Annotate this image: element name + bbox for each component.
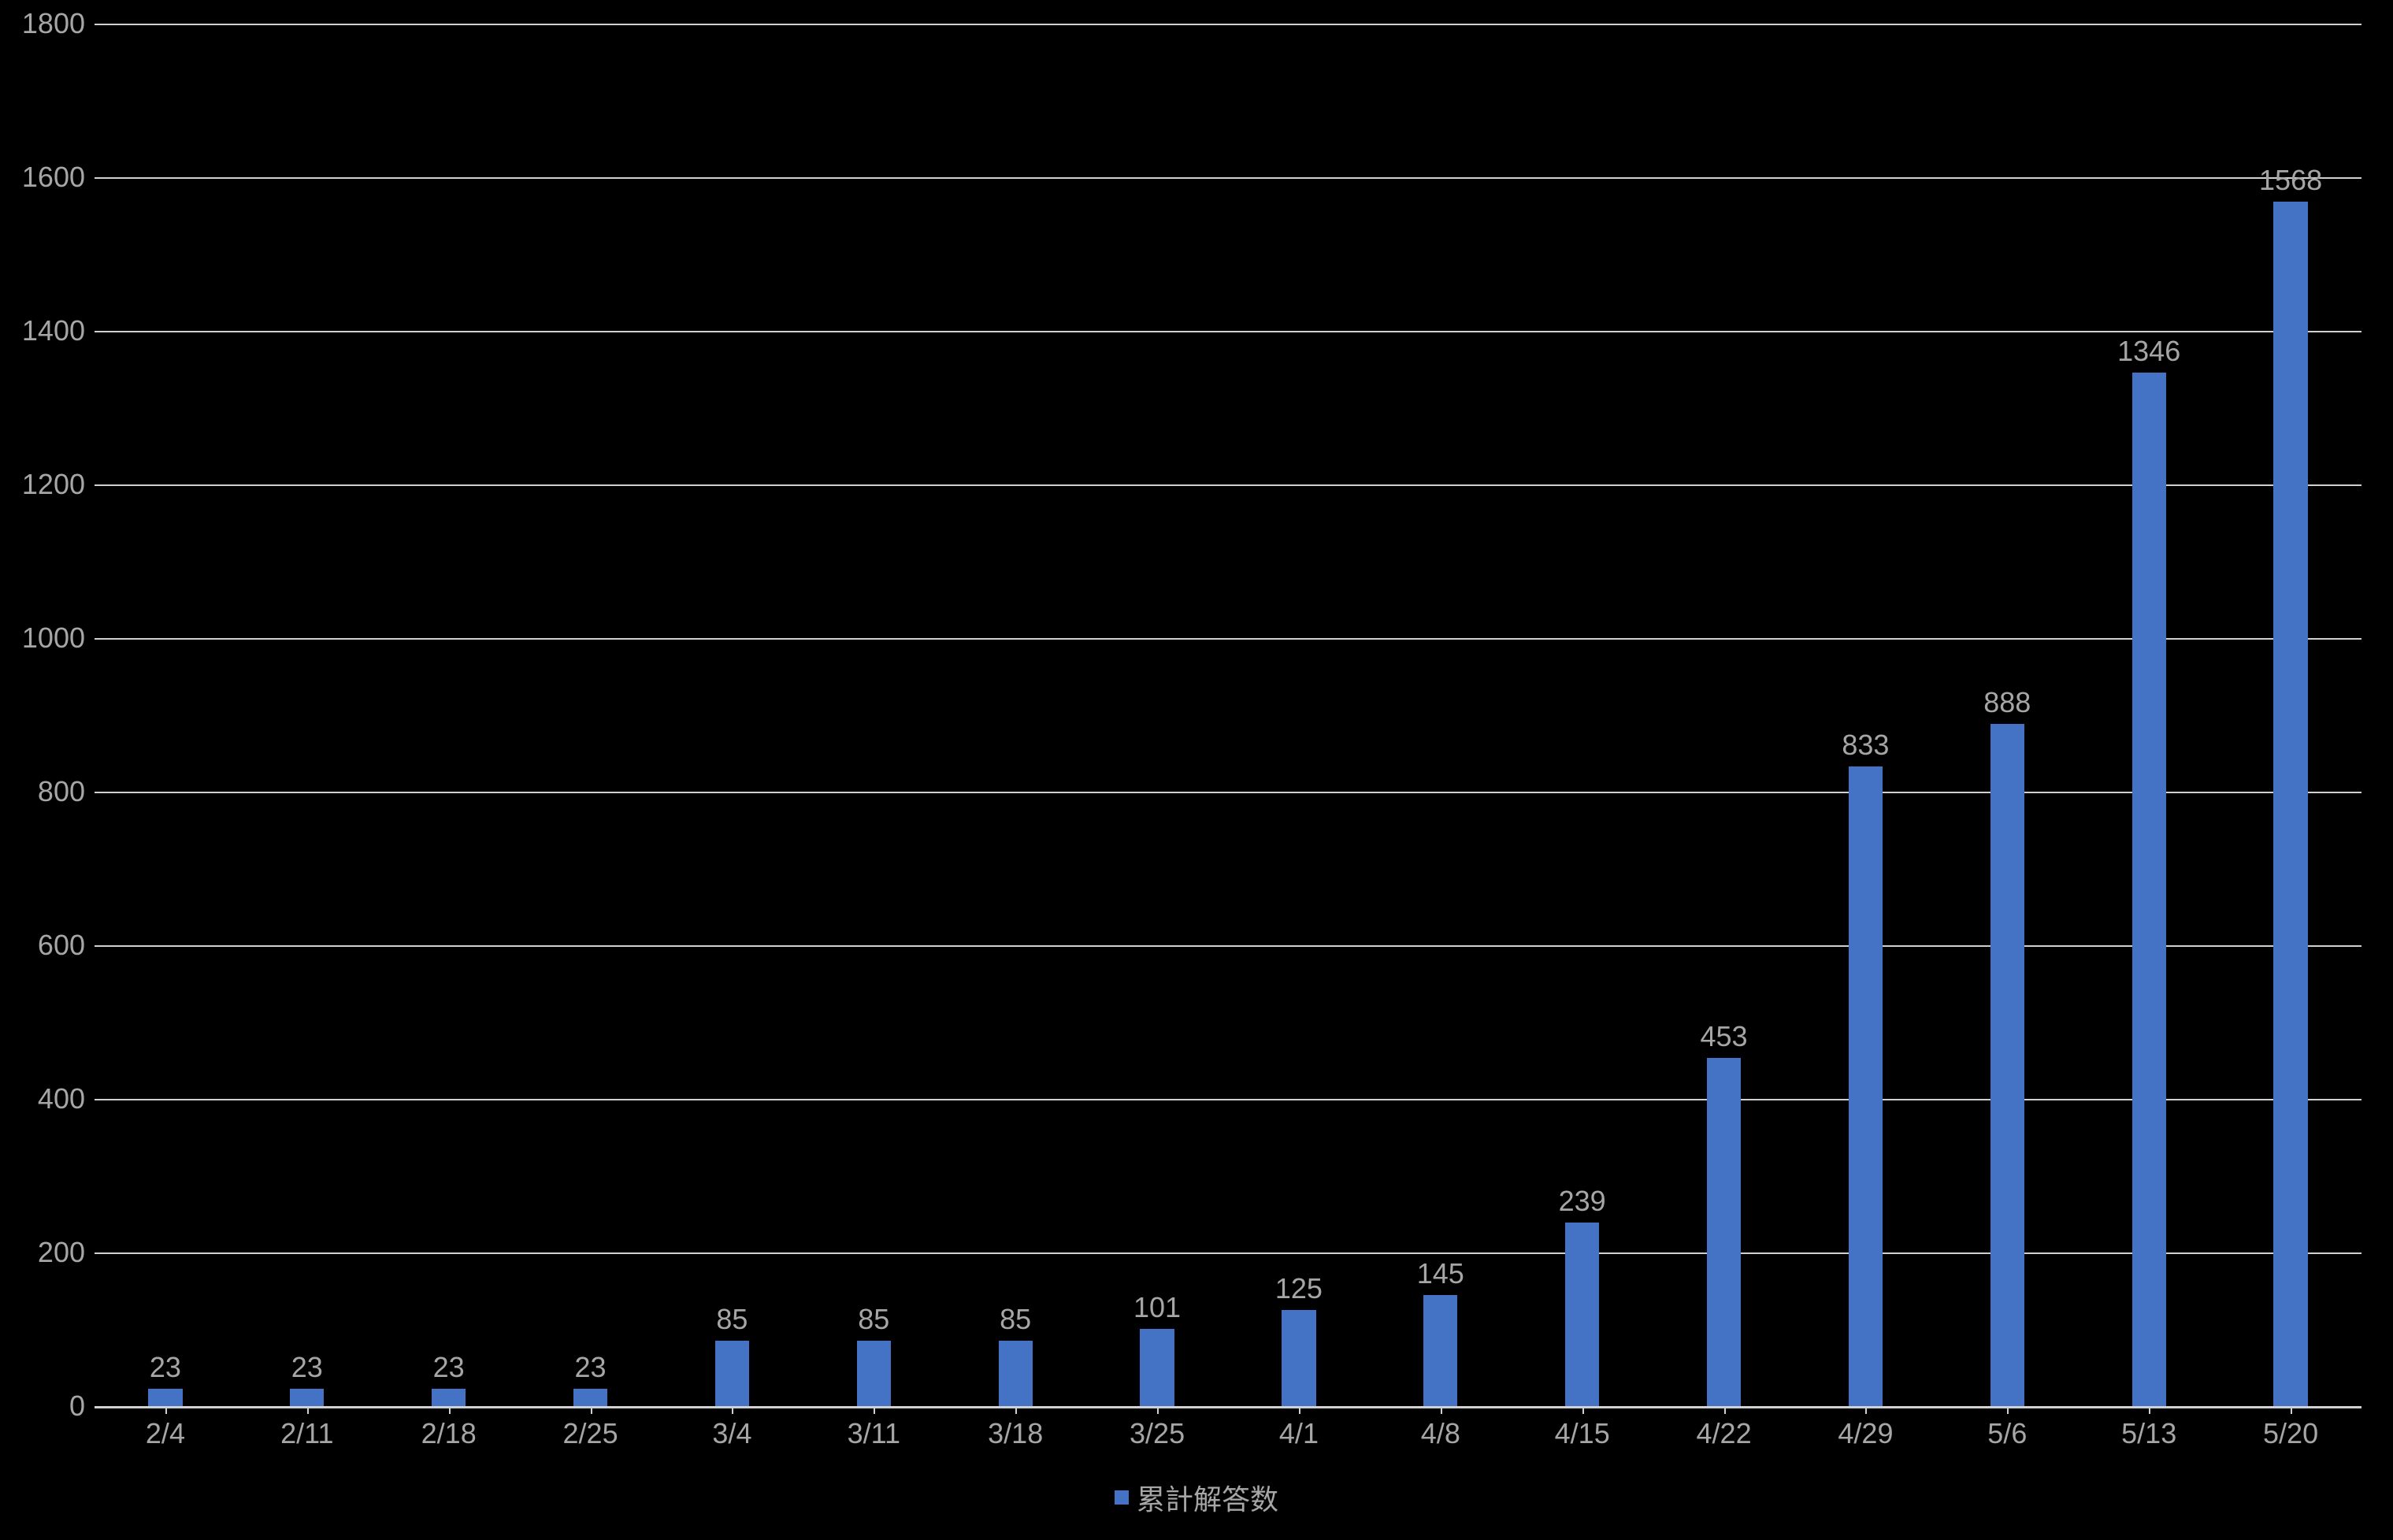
y-tick-label: 200 <box>38 1236 95 1269</box>
bar-value-label: 1346 <box>2117 335 2180 373</box>
y-tick-label: 1800 <box>22 7 95 40</box>
x-tick-label: 3/11 <box>848 1417 900 1450</box>
bar-value-label: 239 <box>1559 1185 1606 1223</box>
bar: 23 <box>148 1389 182 1406</box>
bar: 23 <box>573 1389 607 1406</box>
x-tick-label: 3/18 <box>988 1417 1043 1450</box>
x-tick-label: 2/11 <box>280 1417 333 1450</box>
bar-value-label: 23 <box>433 1351 465 1389</box>
x-tick <box>2291 1406 2292 1414</box>
x-tick <box>2149 1406 2150 1414</box>
bar-value-label: 23 <box>291 1351 323 1389</box>
x-tick-label: 5/13 <box>2121 1417 2176 1450</box>
x-tick <box>1582 1406 1584 1414</box>
x-tick <box>1865 1406 1867 1414</box>
bar-value-label: 85 <box>858 1303 889 1341</box>
y-tick-label: 600 <box>38 929 95 962</box>
legend-label: 累計解答数 <box>1137 1477 1278 1518</box>
x-tick-label: 4/29 <box>1838 1417 1893 1450</box>
y-tick-label: 1000 <box>22 622 95 655</box>
x-tick-label: 3/4 <box>712 1417 751 1450</box>
bar-value-label: 888 <box>1983 686 2031 724</box>
x-tick-label: 4/8 <box>1421 1417 1460 1450</box>
x-tick-label: 4/1 <box>1279 1417 1319 1450</box>
x-tick-label: 5/6 <box>1987 1417 2027 1450</box>
x-tick <box>449 1406 451 1414</box>
x-tick-label: 2/18 <box>421 1417 477 1450</box>
x-tick <box>165 1406 167 1414</box>
bar-value-label: 23 <box>150 1351 181 1389</box>
y-tick-label: 400 <box>38 1082 95 1115</box>
bar: 85 <box>857 1341 891 1406</box>
bar: 833 <box>1849 766 1883 1406</box>
x-tick-label: 3/25 <box>1130 1417 1185 1450</box>
legend-swatch <box>1115 1490 1129 1505</box>
legend-item: 累計解答数 <box>1115 1477 1278 1518</box>
y-tick-label: 800 <box>38 775 95 808</box>
x-tick-label: 4/15 <box>1555 1417 1610 1450</box>
bar: 145 <box>1423 1295 1457 1406</box>
bar: 1346 <box>2132 373 2166 1406</box>
bar: 23 <box>432 1389 466 1406</box>
bar-value-label: 85 <box>1000 1303 1031 1341</box>
bar: 453 <box>1707 1058 1741 1406</box>
y-tick-label: 0 <box>69 1390 95 1423</box>
bar-value-label: 125 <box>1275 1272 1323 1310</box>
bar: 888 <box>1990 724 2024 1406</box>
x-tick <box>2007 1406 2009 1414</box>
x-tick <box>732 1406 733 1414</box>
bar: 23 <box>290 1389 324 1406</box>
bar-chart: 020040060080010001200140016001800 232323… <box>0 0 2393 1540</box>
y-tick-label: 1200 <box>22 468 95 501</box>
gridline <box>95 1406 2361 1408</box>
x-tick <box>307 1406 309 1414</box>
bar-value-label: 453 <box>1701 1020 1748 1058</box>
bar-value-label: 85 <box>716 1303 748 1341</box>
bar-value-label: 833 <box>1842 729 1889 766</box>
x-tick <box>1157 1406 1159 1414</box>
bar: 85 <box>999 1341 1033 1406</box>
x-tick <box>1441 1406 1442 1414</box>
bar: 125 <box>1282 1310 1315 1406</box>
bar: 101 <box>1140 1329 1174 1406</box>
bars-layer: 2323232385858510112514523945383388813461… <box>95 24 2361 1406</box>
x-tick <box>1724 1406 1726 1414</box>
bar-value-label: 23 <box>575 1351 607 1389</box>
bar-value-label: 145 <box>1417 1257 1464 1295</box>
legend: 累計解答数 <box>0 1477 2393 1518</box>
bar: 85 <box>715 1341 749 1406</box>
x-tick <box>874 1406 875 1414</box>
x-tick-label: 5/20 <box>2263 1417 2318 1450</box>
x-tick <box>1015 1406 1017 1414</box>
bar-value-label: 101 <box>1133 1291 1181 1329</box>
y-tick-label: 1400 <box>22 314 95 347</box>
plot-area: 020040060080010001200140016001800 232323… <box>95 24 2361 1406</box>
y-tick-label: 1600 <box>22 161 95 194</box>
x-tick <box>1299 1406 1300 1414</box>
x-tick <box>591 1406 592 1414</box>
bar: 239 <box>1565 1223 1599 1406</box>
bar: 1568 <box>2273 202 2307 1406</box>
x-tick-label: 4/22 <box>1697 1417 1752 1450</box>
bar-value-label: 1568 <box>2259 164 2322 202</box>
x-tick-label: 2/4 <box>146 1417 185 1450</box>
x-tick-label: 2/25 <box>563 1417 618 1450</box>
